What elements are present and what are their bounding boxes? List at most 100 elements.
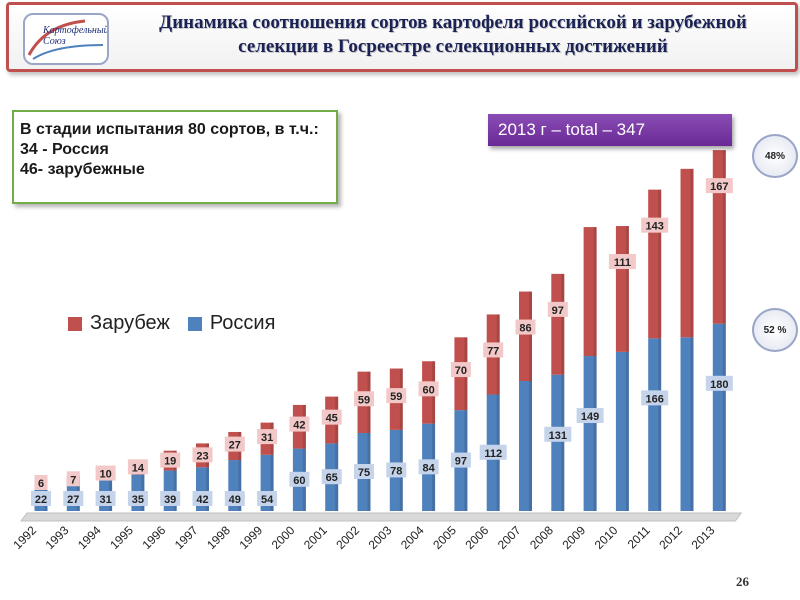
tick-label-2006: 2006 [463, 523, 492, 552]
tick-label-2008: 2008 [527, 523, 556, 552]
tick-label-2004: 2004 [398, 523, 427, 552]
tick-label-1994: 1994 [75, 523, 104, 552]
bar-russia-2009 [583, 356, 597, 511]
bar-shade-2002 [367, 371, 371, 511]
tick-label-2007: 2007 [495, 523, 524, 552]
label-foreign-2003: 59 [390, 391, 402, 403]
label-russia-1997: 42 [196, 494, 208, 506]
page-title: Динамика соотношения сортов картофеля ро… [113, 11, 793, 59]
label-foreign-2006: 77 [487, 345, 499, 357]
label-russia-2001: 65 [326, 472, 338, 484]
tick-label-2000: 2000 [269, 523, 298, 552]
page-number: 26 [736, 574, 749, 589]
bar-foreign-2008 [551, 273, 565, 375]
bar-shade-2003 [399, 368, 403, 511]
bar-russia-2007 [519, 381, 532, 511]
bar-shade-2008 [561, 273, 565, 511]
label-bg-russia-2008 [544, 426, 572, 442]
info-line-2: 34 - Россия [20, 141, 109, 158]
label-bg-russia-1998 [224, 491, 245, 506]
bar-shade-2013 [722, 150, 726, 511]
label-russia-2006: 112 [484, 448, 502, 460]
tick-label-1998: 1998 [204, 523, 233, 552]
label-russia-1995: 35 [132, 494, 144, 506]
label-bg-foreign-2001 [321, 409, 342, 425]
label-foreign-2005: 70 [455, 365, 467, 377]
bar-shade-1998 [238, 431, 242, 511]
tick-label-2010: 2010 [592, 523, 621, 552]
label-bg-foreign-2011 [641, 217, 669, 233]
label-bg-foreign-1999 [257, 429, 278, 445]
tick-label-2013: 2013 [689, 523, 718, 552]
bar-shade-2000 [302, 404, 306, 511]
tick-label-2001: 2001 [301, 523, 330, 552]
label-russia-1994: 31 [99, 494, 111, 506]
label-russia-2002: 75 [358, 467, 370, 479]
label-russia-2003: 78 [390, 465, 402, 477]
label-russia-1999: 54 [261, 494, 274, 506]
tick-label-1996: 1996 [140, 523, 169, 552]
label-russia-1996: 39 [164, 494, 176, 506]
chart-legend: Зарубеж Россия [68, 312, 293, 335]
bar-shade-2006 [496, 314, 500, 511]
tick-label-1999: 1999 [236, 523, 265, 552]
bar-shade-1999 [270, 422, 274, 511]
bar-shade-2010 [625, 226, 629, 512]
label-bg-russia-2001 [321, 469, 342, 485]
foreign-share-bubble: 48% [752, 134, 798, 178]
chart-floor [20, 512, 743, 522]
label-foreign-2004: 60 [422, 384, 434, 396]
tick-label-1995: 1995 [107, 523, 136, 552]
bar-russia-2010 [615, 351, 629, 511]
label-bg-russia-2003 [386, 462, 407, 478]
label-bg-russia-2005 [450, 452, 471, 468]
label-russia-1993: 27 [67, 494, 79, 506]
label-foreign-2011: 143 [646, 221, 664, 233]
label-foreign-1992: 6 [38, 478, 44, 490]
tick-label-1997: 1997 [172, 523, 201, 552]
label-bg-foreign-1992 [34, 475, 48, 490]
label-bg-foreign-2007 [515, 319, 536, 335]
legend-swatch-foreign [68, 316, 82, 331]
russia-share-bubble: 52 % [752, 308, 798, 352]
label-bg-russia-1999 [257, 491, 278, 506]
label-foreign-1993: 7 [70, 474, 76, 486]
legend-label-russia: Россия [209, 312, 276, 334]
testing-info-box: В стадии испытания 80 сортов, в т.ч.: 34… [12, 110, 338, 204]
label-bg-foreign-2000 [289, 416, 310, 432]
label-russia-2004: 84 [422, 462, 435, 474]
label-foreign-2010: 111 [614, 257, 631, 269]
bar-russia-2008 [551, 374, 565, 511]
label-russia-1992: 22 [35, 494, 47, 506]
bar-shade-2007 [529, 291, 532, 511]
label-russia-2009: 149 [581, 411, 599, 423]
title-line-1: Динамика соотношения сортов картофеля ро… [159, 12, 747, 33]
label-bg-foreign-2003 [386, 388, 407, 404]
bar-foreign-2012 [680, 168, 694, 338]
bar-shade-1996 [173, 450, 177, 511]
logo: Картофельный Союз [23, 13, 109, 65]
bar-foreign-2013 [712, 150, 726, 324]
label-foreign-2000: 42 [293, 420, 305, 432]
bar-russia-2012 [680, 337, 694, 511]
tick-label-2011: 2011 [625, 523, 653, 551]
label-bg-russia-1996 [160, 491, 181, 506]
label-bg-foreign-1998 [224, 436, 245, 452]
label-bg-foreign-1996 [160, 452, 181, 468]
label-foreign-1994: 10 [99, 469, 111, 481]
label-bg-russia-2013 [705, 375, 733, 391]
info-line-3: 46- зарубежные [20, 161, 145, 178]
tick-label-2003: 2003 [366, 523, 395, 552]
bar-russia-2011 [648, 338, 662, 511]
label-bg-foreign-2002 [354, 391, 374, 407]
logo-text: Картофельный Союз [43, 25, 109, 47]
label-bg-foreign-2010 [608, 254, 636, 270]
legend-swatch-russia [187, 316, 202, 331]
label-russia-2011: 166 [646, 393, 664, 405]
tick-label-2005: 2005 [430, 523, 459, 552]
label-russia-2005: 97 [455, 456, 467, 468]
label-bg-russia-2009 [576, 408, 604, 424]
label-foreign-2001: 45 [326, 413, 338, 425]
label-russia-2000: 60 [293, 475, 305, 487]
